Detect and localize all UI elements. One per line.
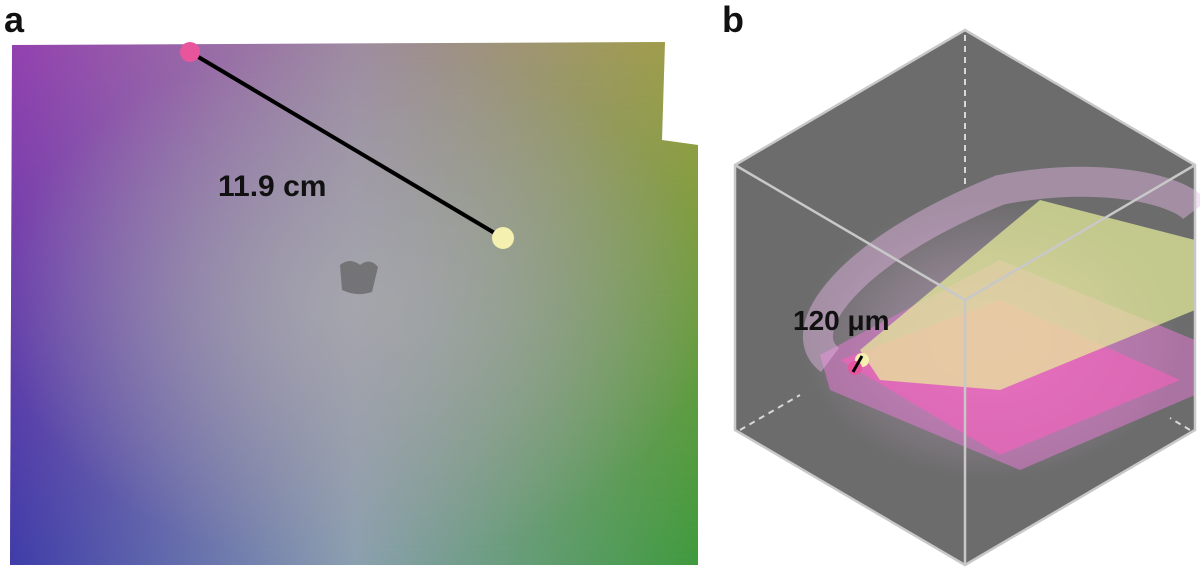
end-point — [492, 227, 514, 249]
panel-b: 120 μm b — [722, 0, 1200, 567]
measure-label: 120 μm — [793, 305, 890, 336]
panel-label: a — [4, 0, 25, 40]
panel-label: b — [722, 0, 744, 40]
measure-label: 11.9 cm — [218, 170, 326, 203]
panel-a: 11.9 cm a — [4, 0, 698, 565]
measure-line — [188, 50, 505, 240]
box-edges — [733, 28, 1197, 567]
start-point — [180, 42, 200, 62]
parchment-image — [10, 42, 698, 565]
upper-layer — [860, 200, 1195, 390]
